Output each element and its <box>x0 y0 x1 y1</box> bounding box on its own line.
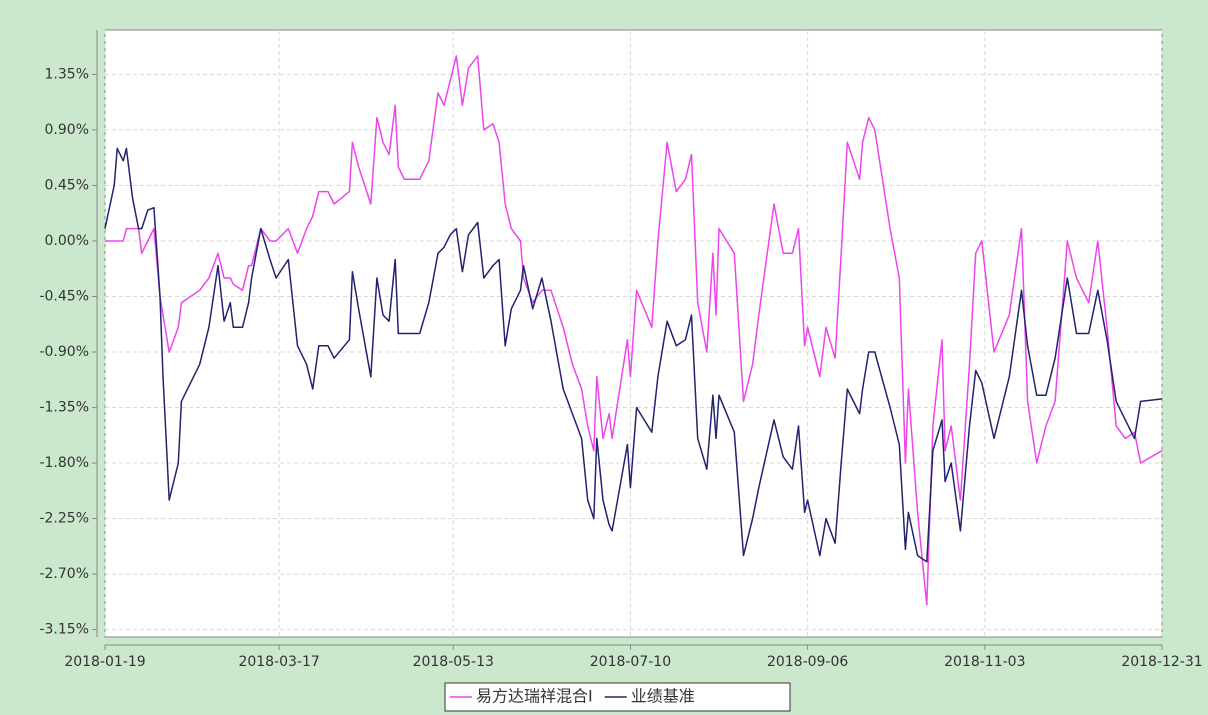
y-tick-label: -2.25% <box>39 511 89 527</box>
x-tick-label: 2018-05-13 <box>413 654 494 670</box>
y-tick-label: -1.80% <box>39 455 89 471</box>
x-tick-label: 2018-03-17 <box>238 654 319 670</box>
y-tick-label: 0.90% <box>45 122 89 138</box>
y-tick-label: -1.35% <box>39 400 89 416</box>
y-tick-label: -0.45% <box>39 288 89 304</box>
y-tick-label: -2.70% <box>39 566 89 582</box>
legend-label: 业绩基准 <box>631 687 695 706</box>
x-tick-label: 2018-09-06 <box>767 654 848 670</box>
y-tick-label: 0.45% <box>45 177 89 193</box>
y-tick-label: -0.90% <box>39 344 89 360</box>
x-tick-label: 2018-12-31 <box>1121 654 1202 670</box>
y-tick-label: 0.00% <box>45 233 89 249</box>
y-tick-label: 1.35% <box>45 66 89 82</box>
grid <box>104 30 1163 637</box>
series-line <box>104 147 1163 563</box>
x-tick-label: 2018-01-19 <box>64 654 145 670</box>
y-tick-label: -3.15% <box>39 622 89 638</box>
legend: 易方达瑞祥混合I 业绩基准 <box>444 682 791 712</box>
series-line <box>105 55 1163 606</box>
x-tick-label: 2018-11-03 <box>944 654 1025 670</box>
legend-label: 易方达瑞祥混合I <box>476 687 593 706</box>
x-tick-label: 2018-07-10 <box>590 654 671 670</box>
